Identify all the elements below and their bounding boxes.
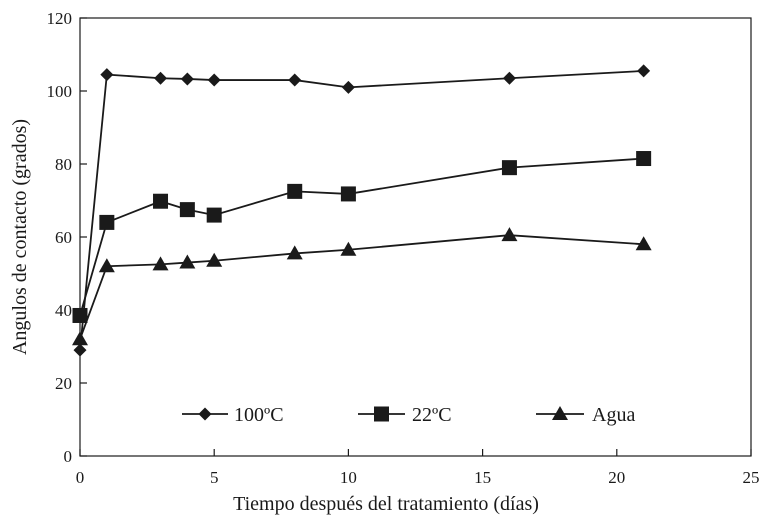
x-tick-label: 10 xyxy=(340,468,357,487)
data-point-triangle xyxy=(179,254,196,269)
data-point-diamond xyxy=(341,80,355,94)
data-point-triangle xyxy=(152,256,169,271)
legend-label: Agua xyxy=(592,404,635,426)
data-point-square xyxy=(340,186,356,202)
data-point-triangle xyxy=(206,252,223,267)
series-square xyxy=(72,151,652,323)
data-point-diamond xyxy=(73,343,87,357)
legend-marker-square xyxy=(374,406,389,422)
data-point-triangle xyxy=(340,241,357,256)
series-group xyxy=(72,64,652,357)
data-point-diamond xyxy=(100,68,114,82)
series-line xyxy=(79,70,644,351)
data-point-square xyxy=(501,160,517,176)
y-tick-label: 120 xyxy=(47,9,73,28)
x-axis-title: Tiempo después del tratamiento (días) xyxy=(233,493,539,515)
y-tick-label: 80 xyxy=(55,155,72,174)
x-tick-label: 20 xyxy=(608,468,625,487)
data-point-square xyxy=(153,193,169,209)
data-point-diamond xyxy=(180,72,194,86)
x-tick-label: 25 xyxy=(743,468,760,487)
y-axis: 0 20 40 60 80 100 120 xyxy=(47,9,87,466)
data-point-square xyxy=(287,183,303,199)
data-point-square xyxy=(206,207,222,223)
x-axis: 0 5 10 15 20 25 xyxy=(76,449,760,487)
data-point-square xyxy=(99,214,115,230)
data-point-triangle xyxy=(72,331,88,346)
data-point-triangle xyxy=(501,227,518,242)
legend-item: Agua xyxy=(536,404,635,426)
data-point-triangle xyxy=(286,245,303,260)
data-point-diamond xyxy=(154,71,168,85)
legend-label: 22ºC xyxy=(412,404,452,426)
legend-marker-diamond xyxy=(198,407,212,421)
data-point-diamond xyxy=(637,64,651,78)
data-point-diamond xyxy=(207,73,221,87)
y-tick-label: 60 xyxy=(55,228,72,247)
series-diamond xyxy=(73,64,651,357)
data-point-triangle xyxy=(98,258,115,273)
y-tick-label: 20 xyxy=(55,374,72,393)
x-tick-label: 15 xyxy=(474,468,491,487)
y-tick-label: 0 xyxy=(64,447,73,466)
data-point-square xyxy=(179,202,195,218)
legend: 100ºC 22ºC Agua xyxy=(182,404,635,426)
series-triangle xyxy=(72,227,652,346)
legend-item: 100ºC xyxy=(182,404,284,426)
data-point-square xyxy=(636,151,652,167)
y-tick-label: 100 xyxy=(47,82,73,101)
data-point-triangle xyxy=(635,236,652,251)
legend-marker-triangle xyxy=(552,406,568,420)
y-axis-title: Angulos de contacto (grados) xyxy=(9,119,31,355)
data-point-diamond xyxy=(288,73,302,87)
data-point-square xyxy=(72,307,88,323)
x-tick-label: 5 xyxy=(210,468,219,487)
x-tick-label: 0 xyxy=(76,468,85,487)
data-point-diamond xyxy=(502,71,516,85)
series-line xyxy=(79,157,644,316)
legend-item: 22ºC xyxy=(358,404,452,426)
y-tick-label: 40 xyxy=(55,301,72,320)
legend-label: 100ºC xyxy=(234,404,284,426)
series-line xyxy=(79,234,644,340)
